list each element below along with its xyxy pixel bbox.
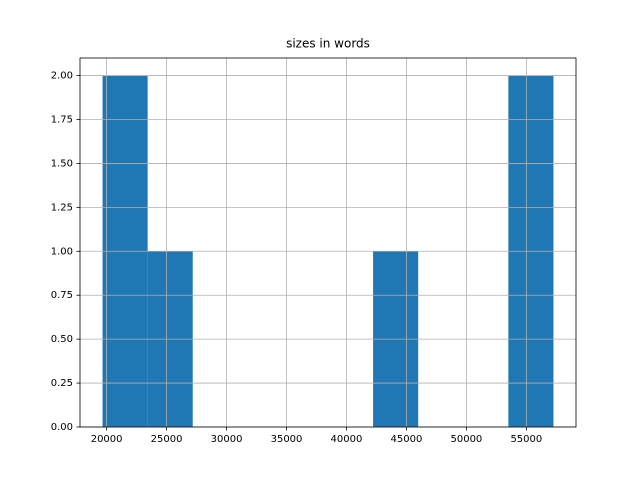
y-tick-label: 1.25 bbox=[51, 202, 73, 213]
plot-frame bbox=[79, 57, 577, 428]
y-tick-label: 0.00 bbox=[51, 422, 73, 433]
x-tick-label: 30000 bbox=[211, 434, 243, 445]
y-tick-label: 0.50 bbox=[51, 334, 73, 345]
x-tick-label: 40000 bbox=[331, 434, 363, 445]
x-tick-label: 45000 bbox=[391, 434, 423, 445]
x-tick-label: 50000 bbox=[450, 434, 482, 445]
x-tick-label: 25000 bbox=[151, 434, 183, 445]
x-tick-label: 20000 bbox=[91, 434, 123, 445]
chart-title: sizes in words bbox=[286, 37, 370, 51]
y-tick-label: 0.75 bbox=[51, 290, 73, 301]
y-tick-label: 1.75 bbox=[51, 115, 73, 126]
x-tick-label: 55000 bbox=[510, 434, 542, 445]
x-tick-label: 35000 bbox=[271, 434, 303, 445]
y-tick-label: 1.50 bbox=[51, 158, 73, 169]
y-tick-label: 2.00 bbox=[51, 71, 73, 82]
y-tick-label: 0.25 bbox=[51, 378, 73, 389]
y-tick-label: 1.00 bbox=[51, 246, 73, 257]
